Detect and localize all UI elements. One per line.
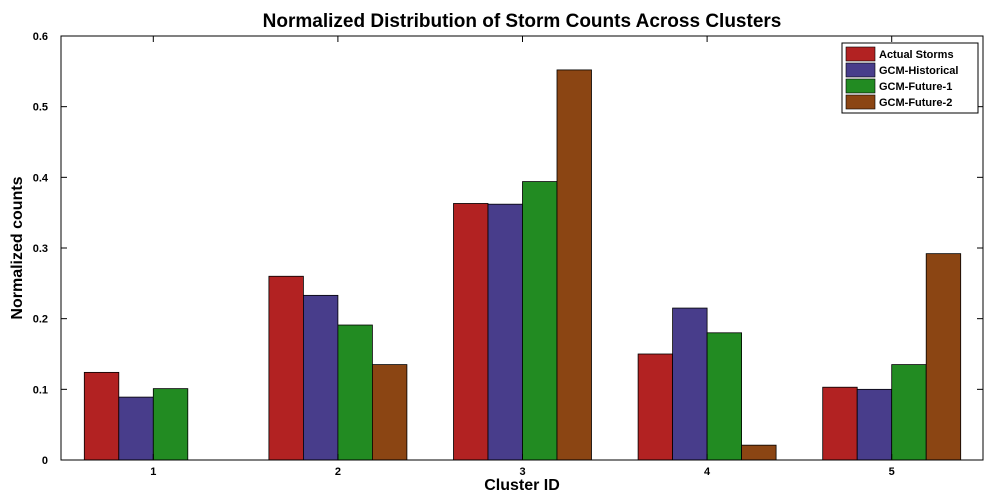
- bar-actual-storms-cluster-2: [268, 275, 304, 461]
- bar-gcm-future-1-cluster-1: [152, 388, 189, 461]
- y-tick-label: 0.4: [33, 172, 49, 184]
- legend-label: Actual Storms: [879, 49, 954, 61]
- y-tick-label: 0.6: [33, 31, 48, 43]
- bar-actual-storms-cluster-1: [83, 371, 120, 461]
- bar-actual-storms-cluster-3: [453, 203, 489, 461]
- bar-gcm-future-2-cluster-2: [371, 364, 408, 461]
- bar-gcm-historical-cluster-4: [672, 307, 708, 461]
- y-tick-label: 0.2: [33, 314, 48, 326]
- bar-gcm-future-2-cluster-4: [741, 444, 777, 461]
- bar-actual-storms-cluster-5: [822, 386, 858, 461]
- legend-label: GCM-Future-2: [879, 97, 952, 109]
- bar-gcm-historical-cluster-2: [302, 294, 339, 461]
- bar-gcm-future-2-cluster-5: [925, 253, 962, 461]
- legend-swatch: [845, 78, 876, 94]
- bar-gcm-future-1-cluster-5: [891, 364, 927, 461]
- x-tick-label: 4: [704, 466, 711, 478]
- bar-gcm-historical-cluster-3: [487, 203, 523, 461]
- x-tick-label: 3: [519, 466, 525, 478]
- legend-swatch: [845, 94, 876, 110]
- ticks-layer: 0 0.1 0.2 0.3 0.4 0.5 0.6 1 2 3 4 5: [33, 31, 983, 478]
- legend-label: GCM-Future-1: [879, 81, 952, 93]
- bar-gcm-future-1-cluster-4: [706, 332, 742, 461]
- y-tick-label: 0.5: [33, 102, 48, 114]
- x-tick-label: 2: [335, 466, 341, 478]
- legend: Actual Storms GCM-Historical GCM-Future-1 G…: [841, 42, 979, 114]
- bar-gcm-historical-cluster-1: [118, 396, 154, 461]
- bar-gcm-future-2-cluster-3: [556, 69, 592, 461]
- chart-title: Normalized Distribution of Storm Counts …: [263, 11, 782, 32]
- legend-swatch: [845, 62, 876, 78]
- y-tick-label: 0.3: [33, 243, 48, 255]
- x-axis-label: Cluster ID: [484, 477, 560, 493]
- bar-gcm-future-1-cluster-3: [522, 181, 558, 461]
- bar-gcm-historical-cluster-5: [856, 388, 893, 461]
- x-tick-label: 1: [150, 466, 156, 478]
- y-tick-label: 0: [42, 455, 48, 467]
- legend-label: GCM-Historical: [879, 65, 958, 77]
- bar-gcm-future-1-cluster-2: [337, 324, 373, 461]
- y-tick-label: 0.1: [33, 384, 48, 396]
- x-tick-label: 5: [889, 466, 895, 478]
- legend-swatch: [845, 46, 876, 62]
- y-axis-label: Normalized counts: [9, 176, 26, 319]
- bars-layer: [83, 69, 962, 461]
- bar-actual-storms-cluster-4: [637, 353, 673, 461]
